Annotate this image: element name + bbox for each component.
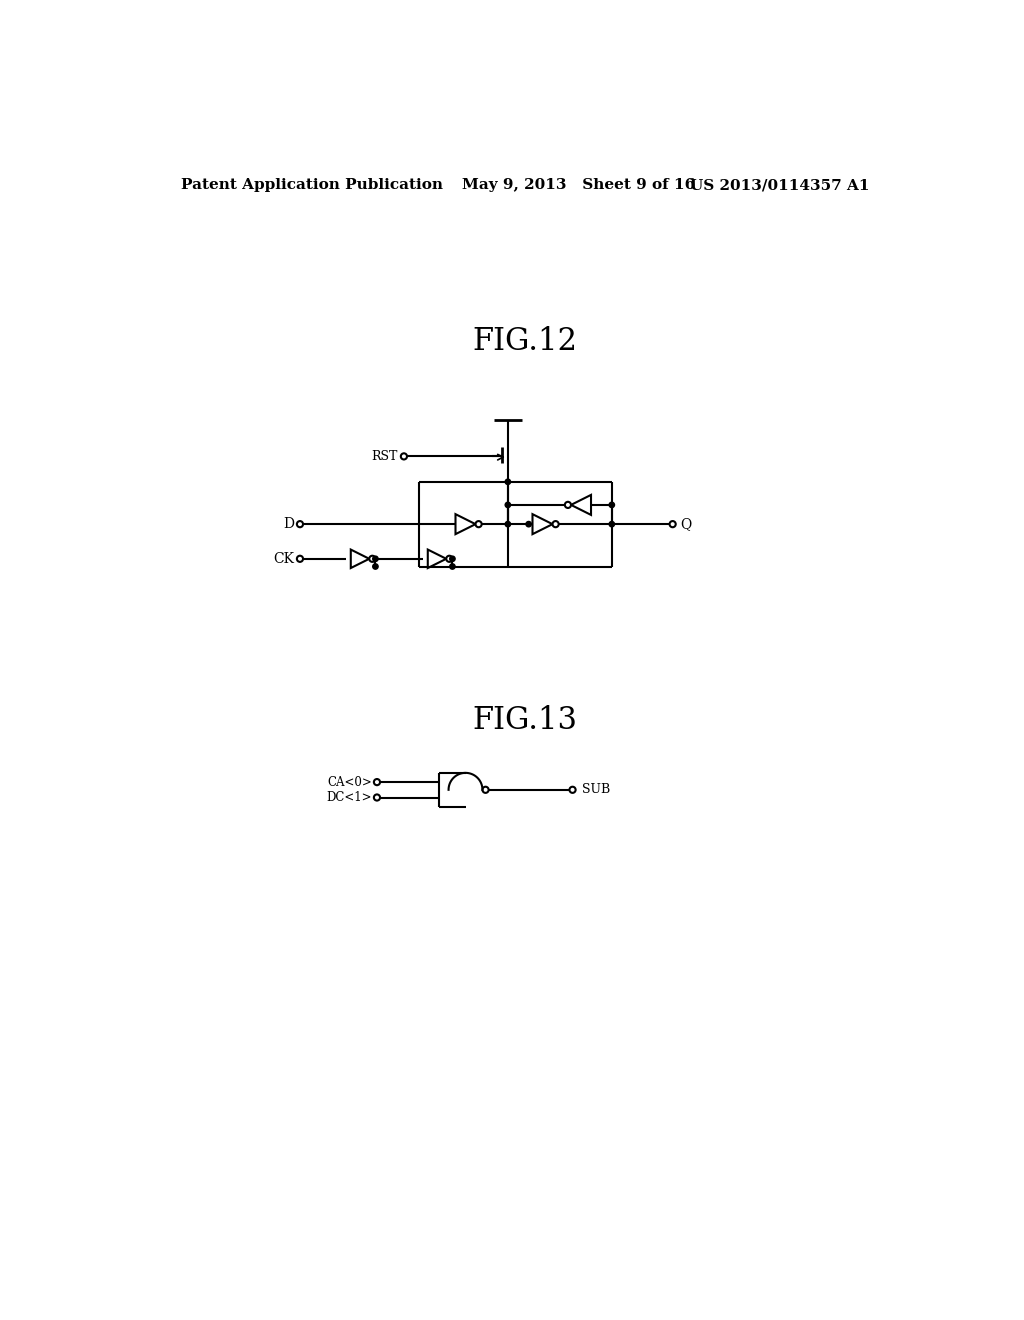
Text: SUB: SUB [582,783,610,796]
Text: Patent Application Publication: Patent Application Publication [180,178,442,193]
Text: Q: Q [680,517,691,531]
Circle shape [505,521,511,527]
Circle shape [505,502,511,508]
Text: FIG.13: FIG.13 [472,705,578,737]
Circle shape [450,564,455,569]
Text: RST: RST [372,450,397,463]
Text: DC<1>: DC<1> [327,791,373,804]
Circle shape [450,556,455,561]
Circle shape [609,502,614,508]
Text: FIG.12: FIG.12 [472,326,578,358]
Circle shape [609,521,614,527]
Text: May 9, 2013   Sheet 9 of 16: May 9, 2013 Sheet 9 of 16 [462,178,695,193]
Circle shape [373,564,378,569]
Text: D: D [283,517,294,531]
Circle shape [526,521,531,527]
Text: US 2013/0114357 A1: US 2013/0114357 A1 [690,178,869,193]
Text: CK: CK [272,552,294,566]
Circle shape [505,479,511,484]
Circle shape [373,556,378,561]
Text: CA<0>: CA<0> [328,776,373,788]
